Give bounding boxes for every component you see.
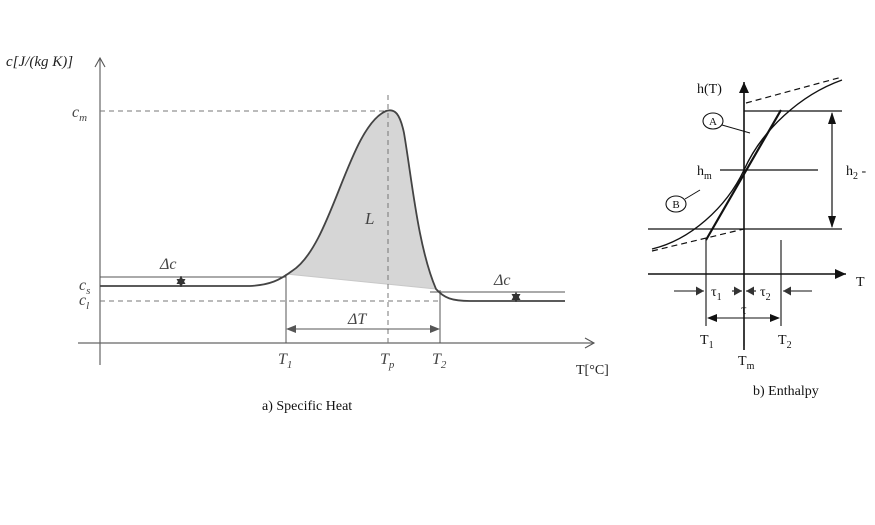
delta-t-arrow-right: [430, 325, 440, 333]
marker-a-leader: [721, 124, 751, 134]
delta-t-arrow-left: [286, 325, 296, 333]
marker-a-circle: [702, 112, 724, 130]
h2-arrow-bottom: [828, 216, 836, 228]
delta-c-left-label: Δc: [159, 256, 177, 273]
delta-t-label: ΔT: [347, 311, 367, 328]
tm-label: Tm: [738, 354, 755, 372]
t1-label: T1: [700, 333, 714, 351]
marker-a-label: A: [709, 116, 717, 128]
tp-tick-label: Tp: [380, 351, 395, 371]
specific-heat-panel: c[J/(kg K)] T[°C] cm cs cl L Δc Δc ΔT T1…: [6, 54, 609, 414]
specific-heat-caption: a) Specific Heat: [262, 399, 352, 414]
latent-heat-label: L: [364, 209, 374, 228]
latent-heat-base: [285, 273, 437, 290]
h2-arrow-top: [828, 112, 836, 124]
tau2-label: τ2: [760, 285, 771, 303]
t1-tick-label: T1: [278, 351, 292, 371]
h-axis-label: h(T): [697, 82, 722, 97]
enthalpy-linear-approx: [705, 109, 782, 241]
x-axis-label: T[°C]: [576, 363, 609, 378]
delta-c-right-label: Δc: [493, 272, 511, 289]
h2-label: h2 -: [846, 164, 867, 182]
marker-b-leader: [684, 189, 701, 200]
hm-label: hm: [697, 164, 712, 182]
lower-dashed-asymptote: [651, 228, 745, 252]
y-axis-label: c[J/(kg K)]: [6, 54, 73, 70]
cs-label: cs: [79, 277, 90, 297]
tau-label: τ: [741, 303, 747, 318]
tau1-label: τ1: [711, 285, 722, 303]
cl-label: cl: [79, 292, 89, 312]
enthalpy-curve-smooth: [651, 79, 843, 250]
t-axis-label: T: [856, 275, 865, 290]
marker-b-label: B: [672, 199, 679, 211]
tau-arrow-left: [707, 314, 717, 322]
specific-heat-curve: [100, 109, 565, 302]
cm-label: cm: [72, 104, 87, 124]
marker-b-circle: [665, 195, 687, 213]
enthalpy-panel: A B h(T) hm h2 - T τ1 τ2 τ T1 T2 Tm b) E…: [648, 76, 867, 399]
latent-heat-area: [286, 110, 436, 289]
upper-dashed-asymptote: [745, 76, 843, 104]
enthalpy-caption: b) Enthalpy: [753, 384, 819, 399]
t2-tick-label: T2: [432, 351, 447, 371]
t2-label: T2: [778, 333, 792, 351]
tau-arrow-right: [770, 314, 780, 322]
